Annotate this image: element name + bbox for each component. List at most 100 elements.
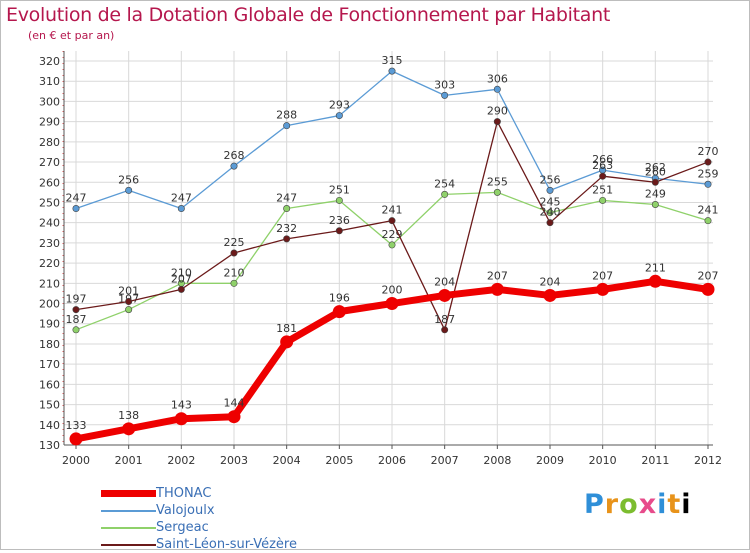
data-point (704, 180, 712, 188)
data-label: 256 (540, 173, 561, 186)
data-point (177, 205, 185, 213)
data-label: 263 (592, 159, 613, 172)
data-point (651, 178, 659, 186)
proxiti-logo: Proxiti (584, 489, 692, 520)
legend-label-thonac: THONAC (156, 486, 212, 501)
data-point (648, 274, 662, 288)
data-label: 255 (487, 175, 508, 188)
legend-swatch-saint-leon (101, 544, 156, 546)
data-point (704, 158, 712, 166)
x-tick-label: 2008 (483, 454, 511, 467)
y-tick-label: 140 (39, 419, 60, 432)
data-point (490, 282, 504, 296)
data-point (441, 91, 449, 99)
data-label: 241 (382, 204, 403, 217)
data-point (701, 282, 715, 296)
data-point (174, 412, 188, 426)
data-label: 266 (592, 153, 613, 166)
data-label: 204 (434, 275, 455, 288)
data-point (596, 282, 610, 296)
data-point (280, 335, 294, 349)
data-point (546, 219, 554, 227)
data-label: 211 (645, 261, 666, 274)
data-label: 303 (434, 78, 455, 91)
data-label: 270 (698, 145, 719, 158)
x-tick-label: 2011 (641, 454, 669, 467)
data-label: 187 (66, 313, 87, 326)
data-point (335, 112, 343, 120)
data-label: 225 (224, 236, 245, 249)
data-label: 306 (487, 72, 508, 85)
data-label: 200 (382, 284, 403, 297)
x-tick-label: 2004 (273, 454, 301, 467)
chart-title: Evolution de la Dotation Globale de Fonc… (6, 4, 611, 26)
legend-label-saint-leon: Saint-Léon-sur-Vézère (156, 537, 297, 552)
y-tick-label: 290 (39, 116, 60, 129)
legend-label-sergeac: Sergeac (156, 520, 209, 535)
y-tick-label: 190 (39, 318, 60, 331)
data-point (335, 227, 343, 235)
data-label: 207 (487, 269, 508, 282)
axes: 130 140 150 160 170 180 190 200 210 220 230 240 250 2… (39, 51, 722, 467)
data-point (125, 298, 133, 306)
data-point (388, 67, 396, 75)
data-point (438, 288, 452, 302)
x-tick-label: 2010 (589, 454, 617, 467)
y-tick-label: 150 (39, 399, 60, 412)
x-tick-label: 2009 (536, 454, 564, 467)
data-label: 254 (434, 177, 455, 190)
data-label: 288 (276, 109, 297, 122)
data-point (543, 288, 557, 302)
data-label: 268 (224, 149, 245, 162)
y-tick-label: 230 (39, 237, 60, 250)
data-point (546, 209, 554, 217)
data-point (441, 190, 449, 198)
data-point (283, 205, 291, 213)
x-tick-label: 2001 (115, 454, 143, 467)
data-label: 260 (645, 165, 666, 178)
data-label: 207 (171, 272, 192, 285)
data-label: 315 (382, 54, 403, 67)
data-point (599, 172, 607, 180)
y-tick-label: 180 (39, 338, 60, 351)
data-label: 210 (171, 266, 192, 279)
x-tick-label: 2006 (378, 454, 406, 467)
data-label: 210 (224, 266, 245, 279)
data-label: 262 (645, 161, 666, 174)
data-label: 187 (434, 313, 455, 326)
y-tick-label: 320 (39, 55, 60, 68)
data-label: 259 (698, 167, 719, 180)
data-point (72, 306, 80, 314)
data-point (332, 305, 346, 319)
data-label: 247 (66, 192, 87, 205)
data-label: 143 (171, 399, 192, 412)
data-label: 196 (329, 292, 350, 305)
y-tick-label: 260 (39, 176, 60, 189)
data-point (335, 196, 343, 204)
data-point (177, 285, 185, 293)
data-point (441, 326, 449, 334)
data-label: 241 (698, 204, 719, 217)
y-tick-label: 310 (39, 75, 60, 88)
x-tick-label: 2005 (325, 454, 353, 467)
data-point (122, 422, 136, 436)
y-tick-label: 300 (39, 95, 60, 108)
data-point (493, 188, 501, 196)
data-label: 251 (592, 183, 613, 196)
data-point (493, 85, 501, 93)
data-label: 201 (118, 285, 139, 298)
y-tick-label: 280 (39, 136, 60, 149)
data-label: 256 (118, 173, 139, 186)
data-label: 144 (224, 397, 245, 410)
series-valojoulx: 247 256 247 268 288 293 315 303 306 256 266 262 259 (66, 54, 719, 213)
data-point (230, 249, 238, 257)
y-tick-label: 160 (39, 378, 60, 391)
data-label: 245 (540, 196, 561, 209)
data-point (704, 217, 712, 225)
y-tick-label: 250 (39, 196, 60, 209)
data-label: 251 (329, 183, 350, 196)
data-label: 293 (329, 99, 350, 112)
y-tick-label: 200 (39, 298, 60, 311)
series-thonac: 133 138 143 144 181 196 200 204 207 204 207 211 207 (66, 261, 719, 446)
data-point (493, 118, 501, 126)
